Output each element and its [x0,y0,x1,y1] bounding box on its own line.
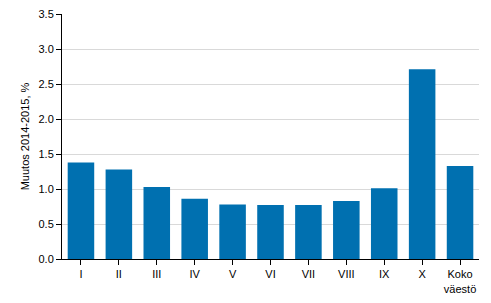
svg-text:0.5: 0.5 [39,218,54,230]
svg-text:IX: IX [379,268,390,280]
svg-text:1.5: 1.5 [39,148,54,160]
svg-text:II: II [116,268,122,280]
svg-text:Kokoväestö: Kokoväestö [444,268,476,294]
svg-text:IV: IV [189,268,200,280]
svg-text:VII: VII [302,268,315,280]
svg-text:Muutos 2014-2015, %: Muutos 2014-2015, % [19,82,31,190]
svg-text:V: V [229,268,237,280]
svg-text:I: I [79,268,82,280]
svg-text:1.0: 1.0 [39,183,54,195]
svg-text:VIII: VIII [338,268,355,280]
svg-text:2.5: 2.5 [39,78,54,90]
svg-text:III: III [152,268,161,280]
svg-text:3.0: 3.0 [39,43,54,55]
svg-text:3.5: 3.5 [39,8,54,20]
svg-text:X: X [418,268,426,280]
svg-text:0.0: 0.0 [39,253,54,265]
svg-text:2.0: 2.0 [39,113,54,125]
svg-text:VI: VI [265,268,275,280]
